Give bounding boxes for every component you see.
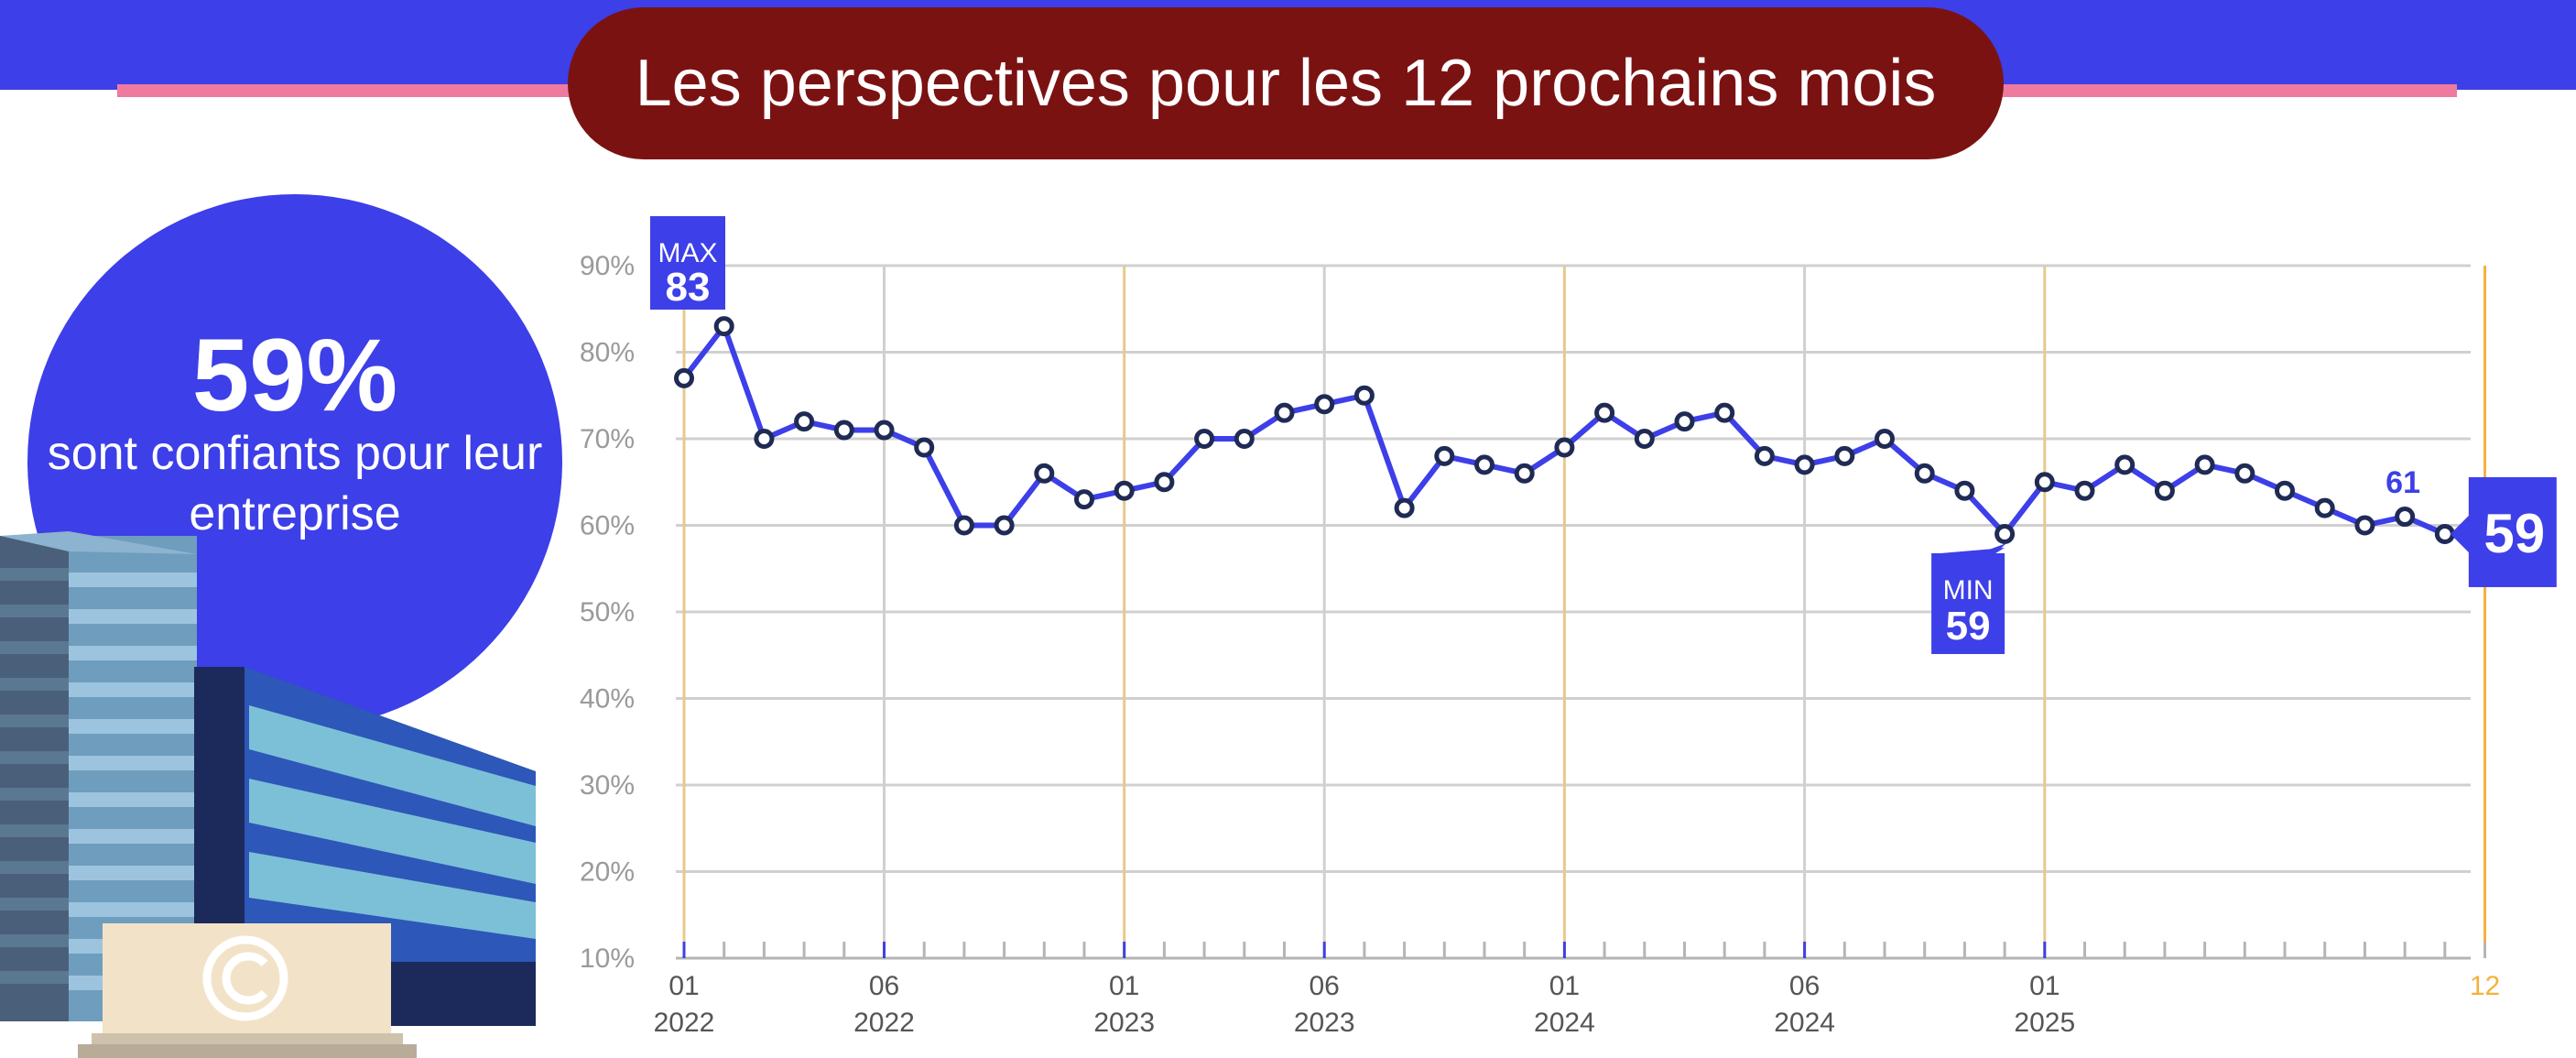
data-point <box>1434 445 1455 466</box>
last-value-pointer <box>2450 513 2471 554</box>
x-tick-year: 2024 <box>1534 1008 1595 1038</box>
data-point <box>754 429 775 449</box>
data-point <box>1875 429 1895 449</box>
data-point <box>2194 454 2215 475</box>
x-tick-year: 2022 <box>853 1008 915 1038</box>
office-building-illustration <box>0 531 536 1058</box>
x-tick-month: 01 <box>1549 971 1580 1001</box>
min-label: MIN <box>1943 575 1994 605</box>
data-point <box>2074 480 2095 501</box>
data-point <box>1914 463 1935 484</box>
data-point <box>874 420 895 441</box>
summary-value: 59% <box>191 318 398 432</box>
data-point <box>1353 385 1375 406</box>
summary-text: sont confiants pour leur entreprise <box>47 427 543 540</box>
data-point <box>713 316 734 337</box>
max-callout <box>650 216 725 310</box>
page-title: Les perspectives pour les 12 prochains m… <box>568 7 2004 159</box>
data-point <box>2354 515 2375 536</box>
data-point <box>1314 394 1335 415</box>
y-tick-label: 10% <box>580 943 635 974</box>
x-tick-year: 2023 <box>1294 1008 1355 1038</box>
x-tick-month: 06 <box>1789 971 1820 1001</box>
x-tick-year: 2025 <box>2014 1008 2075 1038</box>
y-tick-label: 80% <box>580 338 635 368</box>
data-point <box>794 411 815 432</box>
x-tick-month: 01 <box>668 971 699 1001</box>
data-point <box>1794 454 1815 475</box>
data-point <box>1034 463 1055 484</box>
x-tick-month: 01 <box>1109 971 1139 1001</box>
y-tick-label: 60% <box>580 511 635 541</box>
data-point <box>1074 489 1094 510</box>
y-tick-label: 30% <box>580 770 635 801</box>
data-point <box>1954 480 1975 501</box>
data-point <box>1234 429 1255 449</box>
data-point <box>1514 463 1535 484</box>
data-point <box>994 515 1015 536</box>
last-value-callout <box>2468 476 2557 587</box>
data-point <box>1634 429 1655 449</box>
x-tick-year: 2022 <box>654 1008 715 1038</box>
data-point <box>1714 402 1735 423</box>
max-label: MAX <box>658 238 717 268</box>
min-callout <box>1931 553 2005 654</box>
max-value: 83 <box>666 265 711 310</box>
x-tick-month: 01 <box>2029 971 2060 1001</box>
x-tick-year: 2023 <box>1093 1008 1155 1038</box>
x-tick-month: 06 <box>1310 971 1340 1001</box>
data-point <box>2154 480 2175 501</box>
data-point <box>1594 402 1615 423</box>
data-point <box>1474 454 1495 475</box>
copyright-sign <box>78 923 417 1058</box>
data-point <box>2114 454 2136 475</box>
y-tick-label: 40% <box>580 684 635 714</box>
data-point <box>1754 445 1775 466</box>
data-point <box>1114 480 1135 501</box>
data-point <box>1994 523 2016 544</box>
min-value: 59 <box>1946 604 1991 649</box>
data-point <box>2314 497 2335 518</box>
data-point <box>833 420 854 441</box>
x-tick-month: 06 <box>869 971 899 1001</box>
data-point <box>2275 480 2295 501</box>
last-value-label: 59 <box>2484 503 2545 564</box>
data-point <box>1194 429 1215 449</box>
data-point <box>1554 437 1575 458</box>
min-pointer-tip <box>1979 542 2007 553</box>
data-point <box>2434 523 2455 544</box>
x-tick-year: 2024 <box>1774 1008 1835 1038</box>
y-tick-label: 90% <box>580 251 635 281</box>
data-point <box>1834 445 1855 466</box>
data-point <box>953 515 974 536</box>
data-point <box>2395 507 2416 528</box>
data-point <box>1394 497 1415 518</box>
y-tick-label: 20% <box>580 857 635 888</box>
y-tick-label: 50% <box>580 597 635 627</box>
data-point <box>674 367 694 388</box>
data-point <box>1274 402 1295 423</box>
data-point <box>914 437 935 458</box>
data-point <box>1154 472 1175 493</box>
y-tick-label: 70% <box>580 424 635 454</box>
data-point <box>1674 411 1695 432</box>
data-point <box>2034 472 2055 493</box>
x-tick-month: 12 <box>2470 971 2500 1001</box>
data-point <box>2234 463 2255 484</box>
previous-value-label: 61 <box>2386 465 2420 500</box>
